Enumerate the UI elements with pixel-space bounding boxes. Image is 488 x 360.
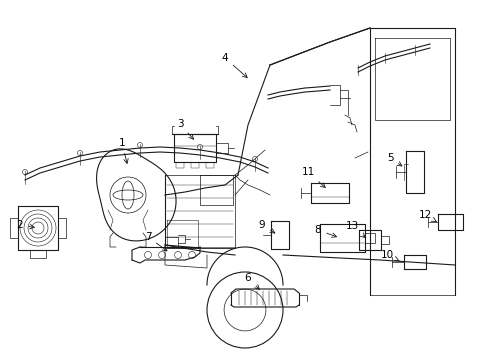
Text: 11: 11 [301,167,325,188]
Text: 2: 2 [17,220,34,230]
Text: 5: 5 [386,153,401,166]
Text: 1: 1 [119,138,128,163]
Text: 7: 7 [144,232,167,251]
Text: 13: 13 [345,221,365,238]
Text: 3: 3 [176,119,193,139]
Text: 10: 10 [380,250,398,261]
Text: 4: 4 [221,53,247,77]
Text: 8: 8 [314,225,336,237]
Text: 12: 12 [418,210,436,222]
Text: 9: 9 [258,220,274,233]
Text: 6: 6 [244,273,259,289]
